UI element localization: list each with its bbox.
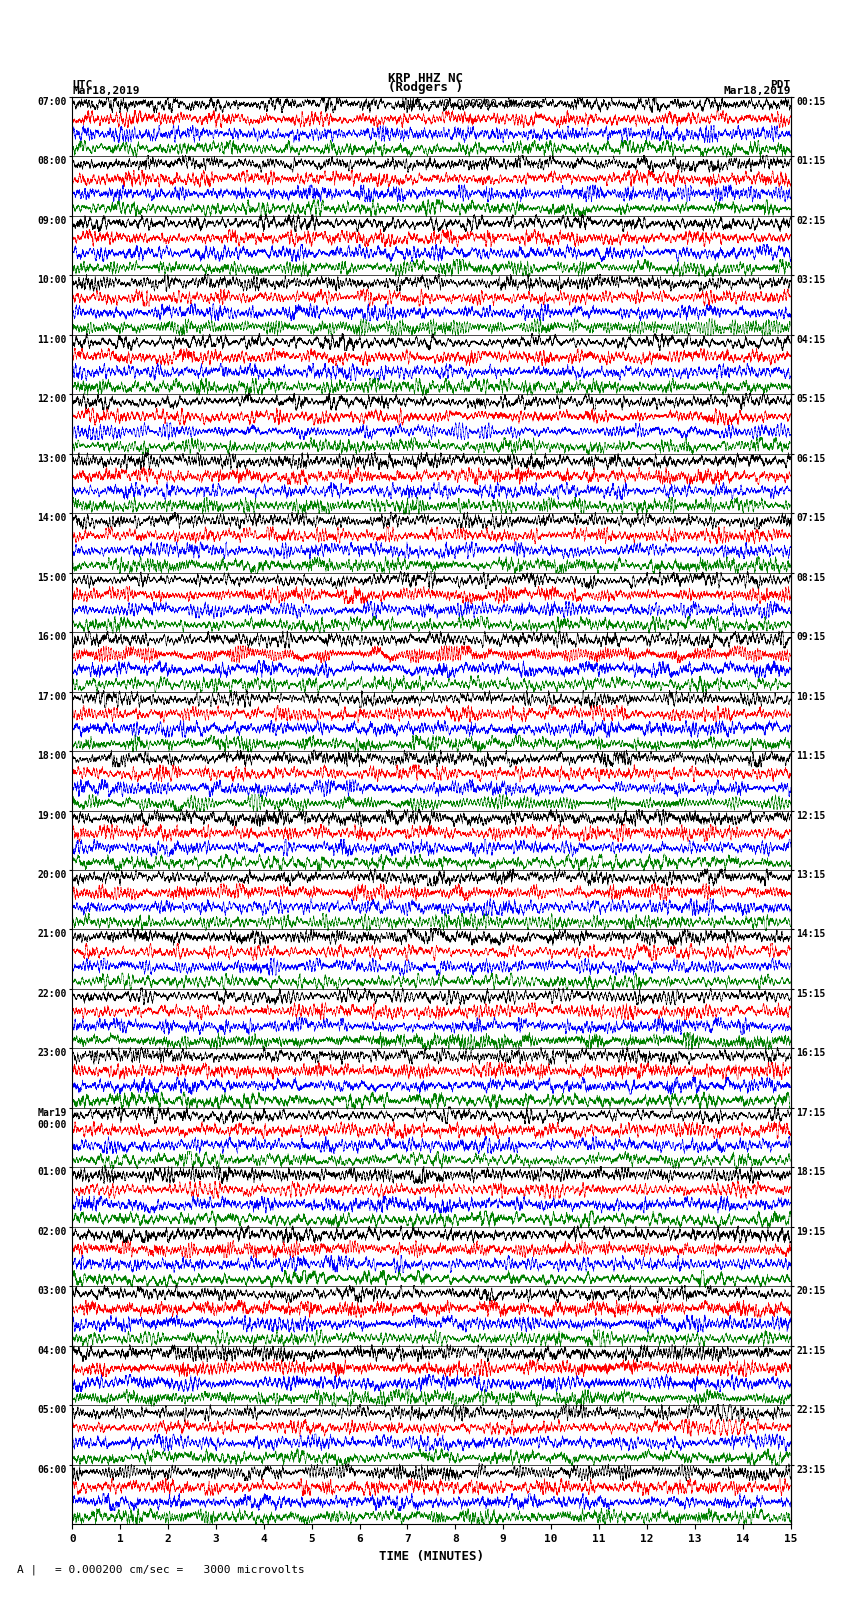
Text: A |: A | — [17, 1565, 37, 1576]
Text: Mar18,2019: Mar18,2019 — [723, 85, 791, 97]
Text: I = 0.000200 cm/sec: I = 0.000200 cm/sec — [416, 100, 545, 110]
Text: PDT: PDT — [770, 79, 790, 90]
Text: UTC: UTC — [72, 79, 93, 90]
Text: = 0.000200 cm/sec =   3000 microvolts: = 0.000200 cm/sec = 3000 microvolts — [55, 1565, 305, 1574]
X-axis label: TIME (MINUTES): TIME (MINUTES) — [379, 1550, 484, 1563]
Text: (Rodgers ): (Rodgers ) — [388, 81, 462, 94]
Text: Mar18,2019: Mar18,2019 — [72, 85, 139, 97]
Text: KRP HHZ NC: KRP HHZ NC — [388, 71, 462, 84]
